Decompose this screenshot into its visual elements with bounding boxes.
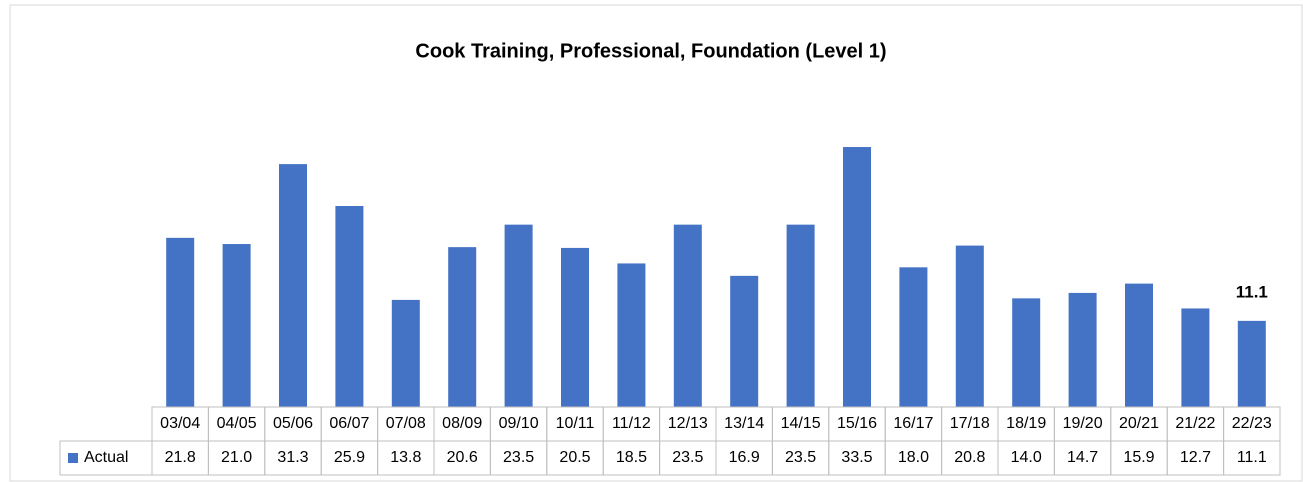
table-value: 18.5 — [616, 449, 647, 466]
bar — [1012, 298, 1041, 407]
x-tick-label: 20/21 — [1119, 415, 1159, 432]
bar — [279, 164, 307, 407]
bar — [955, 245, 984, 407]
x-tick-label: 15/16 — [837, 415, 877, 432]
x-tick-label: 04/05 — [217, 415, 257, 432]
bar — [561, 247, 589, 407]
bar — [391, 299, 420, 407]
table-value: 23.5 — [503, 449, 534, 466]
bar — [617, 263, 646, 407]
table-cell — [1223, 440, 1281, 476]
x-tick-label: 22/23 — [1232, 415, 1272, 432]
table-value: 16.9 — [729, 449, 760, 466]
x-tick-label: 21/22 — [1175, 415, 1215, 432]
x-tick-label: 13/14 — [724, 415, 764, 432]
x-tick-label: 05/06 — [273, 415, 313, 432]
bar — [899, 267, 928, 407]
data-label: 11.1 — [1236, 282, 1268, 301]
table-value: 11.1 — [1237, 449, 1267, 466]
bar — [1125, 283, 1153, 407]
bar — [673, 224, 702, 407]
table-value: 23.5 — [785, 449, 816, 466]
table-value: 13.8 — [390, 449, 421, 466]
x-tick-label: 07/08 — [386, 415, 426, 432]
x-tick-label: 10/11 — [556, 415, 595, 432]
chart-title: Cook Training, Professional, Foundation … — [415, 40, 886, 62]
bar — [1068, 292, 1097, 407]
table-value: 20.5 — [559, 449, 590, 466]
bar — [1181, 308, 1210, 407]
table-value: 14.0 — [1011, 449, 1042, 466]
table-value: 33.5 — [841, 449, 872, 466]
x-tick-label: 12/13 — [668, 415, 708, 432]
bar — [448, 247, 477, 407]
x-tick-label: 11/12 — [612, 415, 651, 432]
x-tick-label: 17/18 — [950, 415, 990, 432]
x-tick-label: 14/15 — [781, 415, 821, 432]
bar — [166, 237, 195, 407]
bar — [843, 147, 871, 408]
table-value: 21.0 — [221, 449, 252, 466]
table-value: 12.7 — [1180, 449, 1211, 466]
table-value: 25.9 — [334, 449, 365, 466]
table-value: 18.0 — [898, 449, 929, 466]
x-tick-label: 18/19 — [1006, 415, 1046, 432]
x-tick-label: 08/09 — [442, 415, 482, 432]
legend-label: Actual — [84, 449, 128, 466]
chart-frame — [9, 4, 1303, 482]
x-tick-label: 06/07 — [329, 415, 369, 432]
x-tick-label: 03/04 — [160, 415, 200, 432]
bar — [504, 224, 533, 407]
table-value: 20.6 — [447, 449, 478, 466]
table-value: 15.9 — [1123, 449, 1154, 466]
bar — [730, 275, 759, 407]
legend-swatch — [68, 453, 78, 463]
table-value: 20.8 — [954, 449, 985, 466]
table-value: 21.8 — [165, 449, 196, 466]
table-value: 23.5 — [672, 449, 703, 466]
bar — [222, 244, 251, 407]
bar — [1237, 320, 1266, 407]
x-tick-label: 19/20 — [1063, 415, 1103, 432]
bar — [786, 224, 815, 407]
bar — [335, 206, 364, 407]
table-value: 14.7 — [1067, 449, 1098, 466]
x-tick-label: 16/17 — [893, 415, 933, 432]
table-value: 31.3 — [277, 449, 308, 466]
x-tick-label: 09/10 — [499, 415, 539, 432]
